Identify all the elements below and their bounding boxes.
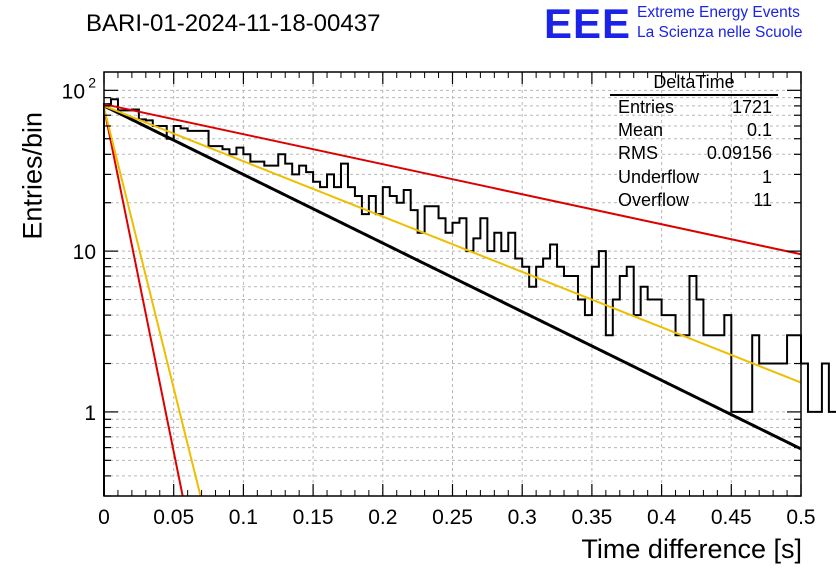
stats-row-mean: Mean 0.1 xyxy=(610,119,778,142)
y-tick-exponent: 2 xyxy=(88,74,96,90)
x-tick-label: 0.35 xyxy=(571,506,612,529)
fit-line-lower-slow xyxy=(104,104,801,384)
fit-line-upper-fast xyxy=(104,107,184,496)
x-tick-label: 0 xyxy=(98,506,110,529)
x-tick-label: 0.15 xyxy=(293,506,334,529)
stats-row-rms: RMS 0.09156 xyxy=(610,142,778,165)
stats-value: 1 xyxy=(761,166,772,187)
histogram-outline xyxy=(103,98,836,496)
x-tick-label: 0.4 xyxy=(647,506,677,529)
y-tick-label: 10 xyxy=(62,80,85,103)
y-tick-label: 1 xyxy=(84,402,96,425)
stats-title: DeltaTime xyxy=(610,72,778,96)
stats-label: Underflow xyxy=(618,166,700,187)
logo-line-2: La Scienza nelle Scuole xyxy=(637,24,803,41)
fit-line-fit xyxy=(104,104,801,451)
logo-line-1: Extreme Energy Events xyxy=(637,4,800,21)
stats-row-overflow: Overflow 11 xyxy=(610,189,778,212)
run-title: BARI-01-2024-11-18-00437 xyxy=(86,10,381,37)
fit-line-upper-slow xyxy=(104,103,801,256)
x-tick-label: 0.5 xyxy=(786,506,815,529)
y-axis-label: Entries/bin xyxy=(17,112,48,240)
x-tick-label: 0.1 xyxy=(229,506,258,529)
fit-lines xyxy=(104,103,801,496)
eee-logo: EEE xyxy=(544,0,632,47)
x-tick-labels: 0 0.05 0.1 0.15 0.2 0.25 0.3 0.35 0.4 0.45 0.5 xyxy=(98,506,815,529)
stats-row-underflow: Underflow 1 xyxy=(610,166,778,189)
stats-row-entries: Entries 1721 xyxy=(610,96,778,119)
stats-label: RMS xyxy=(618,143,658,164)
stats-value: 0.09156 xyxy=(706,143,772,164)
fit-line-lower-fast xyxy=(104,107,202,496)
stats-box: DeltaTime Entries 1721 Mean 0.1 RMS 0.09156… xyxy=(610,72,778,212)
axis-ticks xyxy=(103,72,802,497)
stats-value: 0.1 xyxy=(746,120,772,141)
x-tick-label: 0.45 xyxy=(711,506,752,529)
stats-label: Mean xyxy=(618,120,664,141)
histogram xyxy=(103,98,836,496)
stats-value: 1721 xyxy=(731,97,772,117)
x-tick-label: 0.2 xyxy=(368,506,397,529)
x-tick-label: 0.3 xyxy=(508,506,537,529)
y-tick-label: 10 xyxy=(73,241,96,264)
x-axis-label: Time difference [s] xyxy=(581,534,802,564)
x-tick-label: 0.25 xyxy=(432,506,473,529)
stats-value: 11 xyxy=(753,189,772,210)
stats-label: Entries xyxy=(618,97,675,117)
x-tick-label: 0.05 xyxy=(153,506,194,529)
stats-label: Overflow xyxy=(618,189,690,210)
